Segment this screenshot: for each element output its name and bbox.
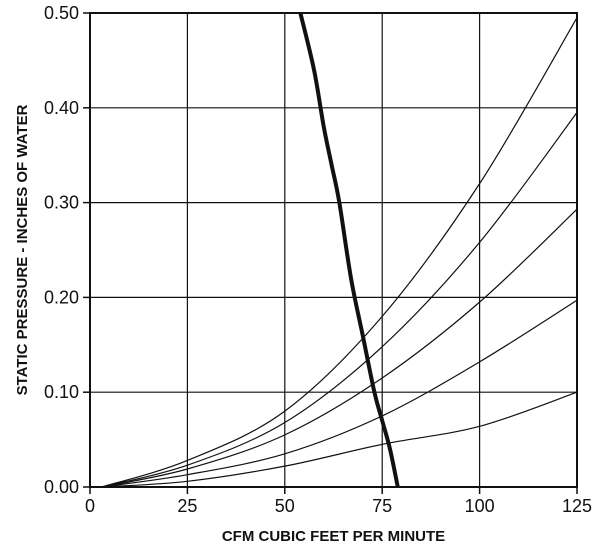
x-tick-label: 100 (465, 496, 495, 516)
x-tick-label: 50 (275, 496, 295, 516)
y-tick-label: 0.40 (44, 98, 79, 118)
plot-frame (89, 12, 578, 488)
y-tick-labels: 0.00 0.10 0.20 0.30 0.40 0.50 (44, 3, 79, 497)
y-tick-label: 0.50 (44, 3, 79, 23)
series-layer (101, 12, 578, 488)
y-tick-label: 0.00 (44, 477, 79, 497)
y-tick-label: 0.20 (44, 287, 79, 307)
system-curve-line-3 (101, 208, 578, 488)
tick-layer (83, 12, 578, 494)
x-tick-label: 25 (177, 496, 197, 516)
system-curve-line-2 (101, 299, 578, 488)
x-tick-label: 75 (372, 496, 392, 516)
fan-curve-line (298, 12, 400, 488)
system-curve-line-5 (101, 17, 578, 488)
x-tick-labels: 0 25 50 75 100 125 (85, 496, 592, 516)
y-tick-label: 0.30 (44, 193, 79, 213)
system-curve-line-1 (101, 391, 578, 488)
x-tick-label: 125 (562, 496, 592, 516)
y-axis-title: STATIC PRESSURE - INCHES OF WATER (14, 104, 31, 395)
x-tick-label: 0 (85, 496, 95, 516)
grid-layer (90, 13, 577, 487)
x-axis-title: CFM CUBIC FEET PER MINUTE (222, 528, 445, 545)
y-tick-label: 0.10 (44, 382, 79, 402)
system-curve-line-4 (101, 112, 578, 488)
